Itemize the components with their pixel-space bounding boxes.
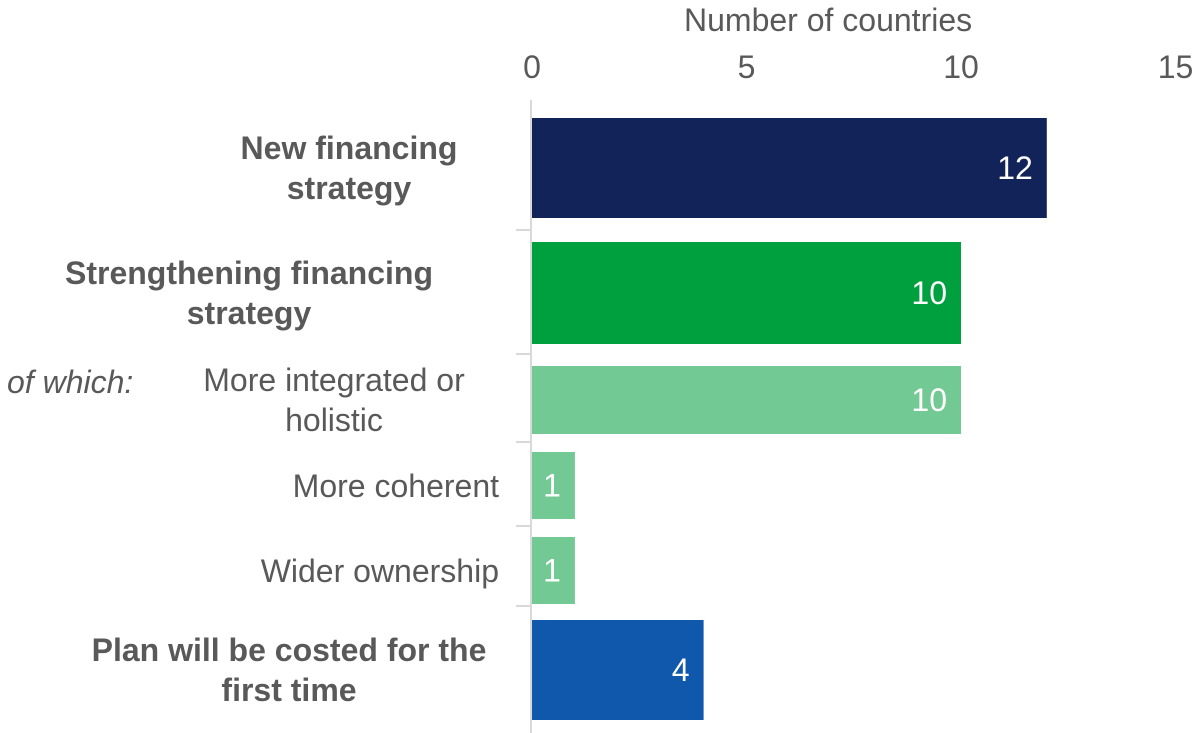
bar-value-label: 10 [911,275,947,311]
category-label: Plan will be costed for the first time [91,632,487,708]
category-label: Wider ownership [260,552,499,589]
bar [532,118,1047,218]
category-label: More coherent [292,467,499,504]
bar [532,620,704,720]
bar [532,537,575,604]
bar [532,366,961,434]
bar [532,242,961,344]
category-label: Strengthening financing strategy [65,255,433,331]
x-tick-label: 0 [523,49,541,85]
category-label: More integrated or holistic [203,362,465,438]
category-prefix-label: of which: [7,364,134,400]
x-tick-label: 5 [738,49,756,85]
bar [532,452,575,519]
x-axis-title: Number of countries [684,2,973,38]
bar-value-label: 10 [911,382,947,418]
category-label: New financing strategy [240,130,458,206]
bar-value-label: 1 [543,553,561,589]
bar-value-label: 4 [672,652,690,688]
x-tick-label: 10 [943,49,979,85]
bar-value-label: 1 [543,468,561,504]
bar-value-label: 12 [997,150,1033,186]
x-tick-label: 15 [1158,49,1194,85]
